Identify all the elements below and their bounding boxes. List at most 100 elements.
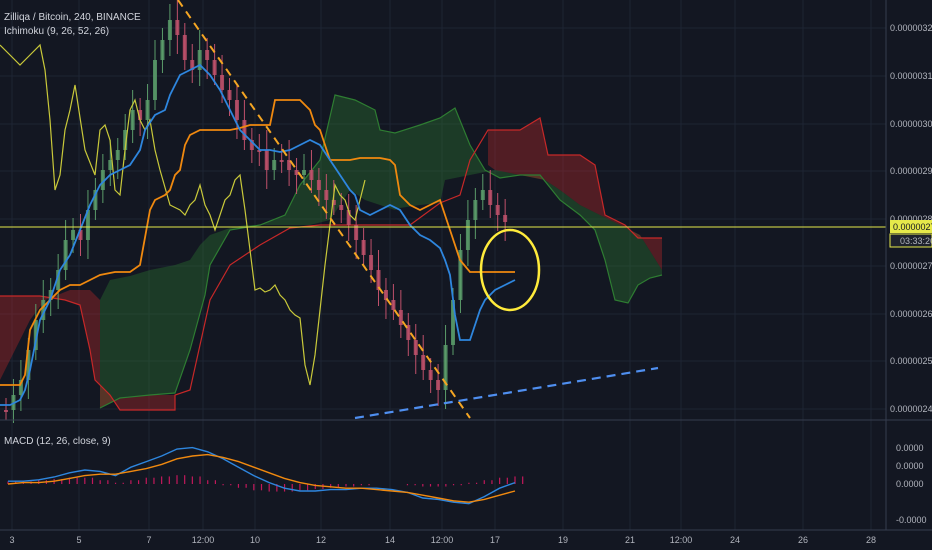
conversion-line xyxy=(0,63,516,406)
candle-body xyxy=(115,150,120,160)
candle-body xyxy=(324,190,329,200)
candle-body xyxy=(123,130,128,150)
candle-body xyxy=(279,160,284,162)
candle-body xyxy=(383,290,388,300)
candle-body xyxy=(160,40,165,60)
candle-body xyxy=(294,170,299,175)
candle-body xyxy=(316,180,321,190)
ichimoku-legend[interactable]: Ichimoku (9, 26, 52, 26) xyxy=(4,26,110,37)
kumo-cloud-red-left xyxy=(0,290,175,410)
candle-body xyxy=(56,270,61,290)
current-price-badge: 0.00000278 03:33:26 xyxy=(889,220,932,248)
time-tick-label: 19 xyxy=(558,535,568,545)
macd-tick-label: 0.0000 xyxy=(896,479,924,489)
candle-body xyxy=(48,290,53,300)
macd-tick-label: -0.0000 xyxy=(896,515,927,525)
candle-body xyxy=(443,345,448,390)
candle-body xyxy=(145,100,150,120)
candle-body xyxy=(406,325,411,340)
candle-body xyxy=(71,230,76,240)
time-tick-label: 12:00 xyxy=(431,535,454,545)
candle-body xyxy=(153,60,157,100)
time-tick-label: 5 xyxy=(76,535,81,545)
candle-body xyxy=(287,160,292,170)
candle-body xyxy=(190,60,195,70)
candle-body xyxy=(361,240,366,255)
candle-body xyxy=(503,215,508,222)
candle-body xyxy=(78,230,83,240)
candle-body xyxy=(227,90,232,100)
candle-body xyxy=(175,20,180,35)
time-tick-label: 10 xyxy=(250,535,260,545)
candle-body xyxy=(33,320,38,350)
base-line xyxy=(0,99,515,386)
candle-body xyxy=(220,75,225,90)
macd-legend[interactable]: MACD (12, 26, close, 9) xyxy=(4,436,111,447)
time-tick-label: 17 xyxy=(490,535,500,545)
time-tick-label: 12 xyxy=(316,535,326,545)
candle-body xyxy=(354,225,359,240)
candle-body xyxy=(212,60,217,75)
macd-line xyxy=(8,446,516,505)
candle-body xyxy=(465,220,470,250)
candle-body xyxy=(41,300,46,320)
candle-body xyxy=(495,205,500,215)
candle-body xyxy=(302,170,306,175)
candle-body xyxy=(413,340,418,355)
candle-body xyxy=(398,310,403,325)
candle-body xyxy=(272,160,277,170)
candle-body xyxy=(331,200,336,205)
candle-body xyxy=(421,355,426,370)
kumo-cloud-red-right xyxy=(488,118,662,270)
candle-body xyxy=(242,120,247,140)
time-tick-label: 14 xyxy=(385,535,395,545)
trendline-descending xyxy=(177,0,471,419)
candle-body xyxy=(473,200,478,220)
candle-body xyxy=(18,380,23,395)
time-tick-label: 3 xyxy=(9,535,14,545)
annotation-circle xyxy=(479,228,541,312)
candle-body xyxy=(257,150,262,152)
candle-body xyxy=(63,240,68,270)
candle-body xyxy=(85,210,90,240)
macd-axis: 0.0000 0.0000 0.0000 -0.0000 xyxy=(896,443,927,525)
symbol-legend[interactable]: Zilliqa / Bitcoin, 240, BINANCE xyxy=(4,12,141,23)
candle-body xyxy=(108,160,113,170)
candle-body xyxy=(130,110,135,130)
candle-body xyxy=(167,20,172,40)
candle-body xyxy=(100,170,105,190)
trendline-ascending xyxy=(354,366,659,420)
time-tick-label: 28 xyxy=(866,535,876,545)
macd-signal-line xyxy=(7,453,516,503)
leading-span-b xyxy=(0,117,662,411)
time-tick-label: 21 xyxy=(625,535,635,545)
candle-body xyxy=(234,100,239,120)
leading-span-a xyxy=(99,94,663,409)
candle-body xyxy=(346,210,351,225)
candle-body xyxy=(26,350,31,380)
candle-body xyxy=(264,150,269,170)
candle-body xyxy=(428,370,433,380)
time-axis[interactable]: 3 5 7 12:00 10 12 14 12:00 17 19 21 12:00 24 26 28 xyxy=(9,535,876,545)
time-tick-label: 12:00 xyxy=(670,535,693,545)
time-tick-label: 7 xyxy=(146,535,151,545)
candle-body xyxy=(391,300,396,310)
candle-body xyxy=(480,190,485,200)
candle-body xyxy=(436,380,441,390)
time-tick-label: 12:00 xyxy=(192,535,215,545)
candle-body xyxy=(4,410,8,412)
candle-body xyxy=(205,50,210,60)
candle-body xyxy=(138,110,143,120)
candle-body xyxy=(93,190,98,210)
